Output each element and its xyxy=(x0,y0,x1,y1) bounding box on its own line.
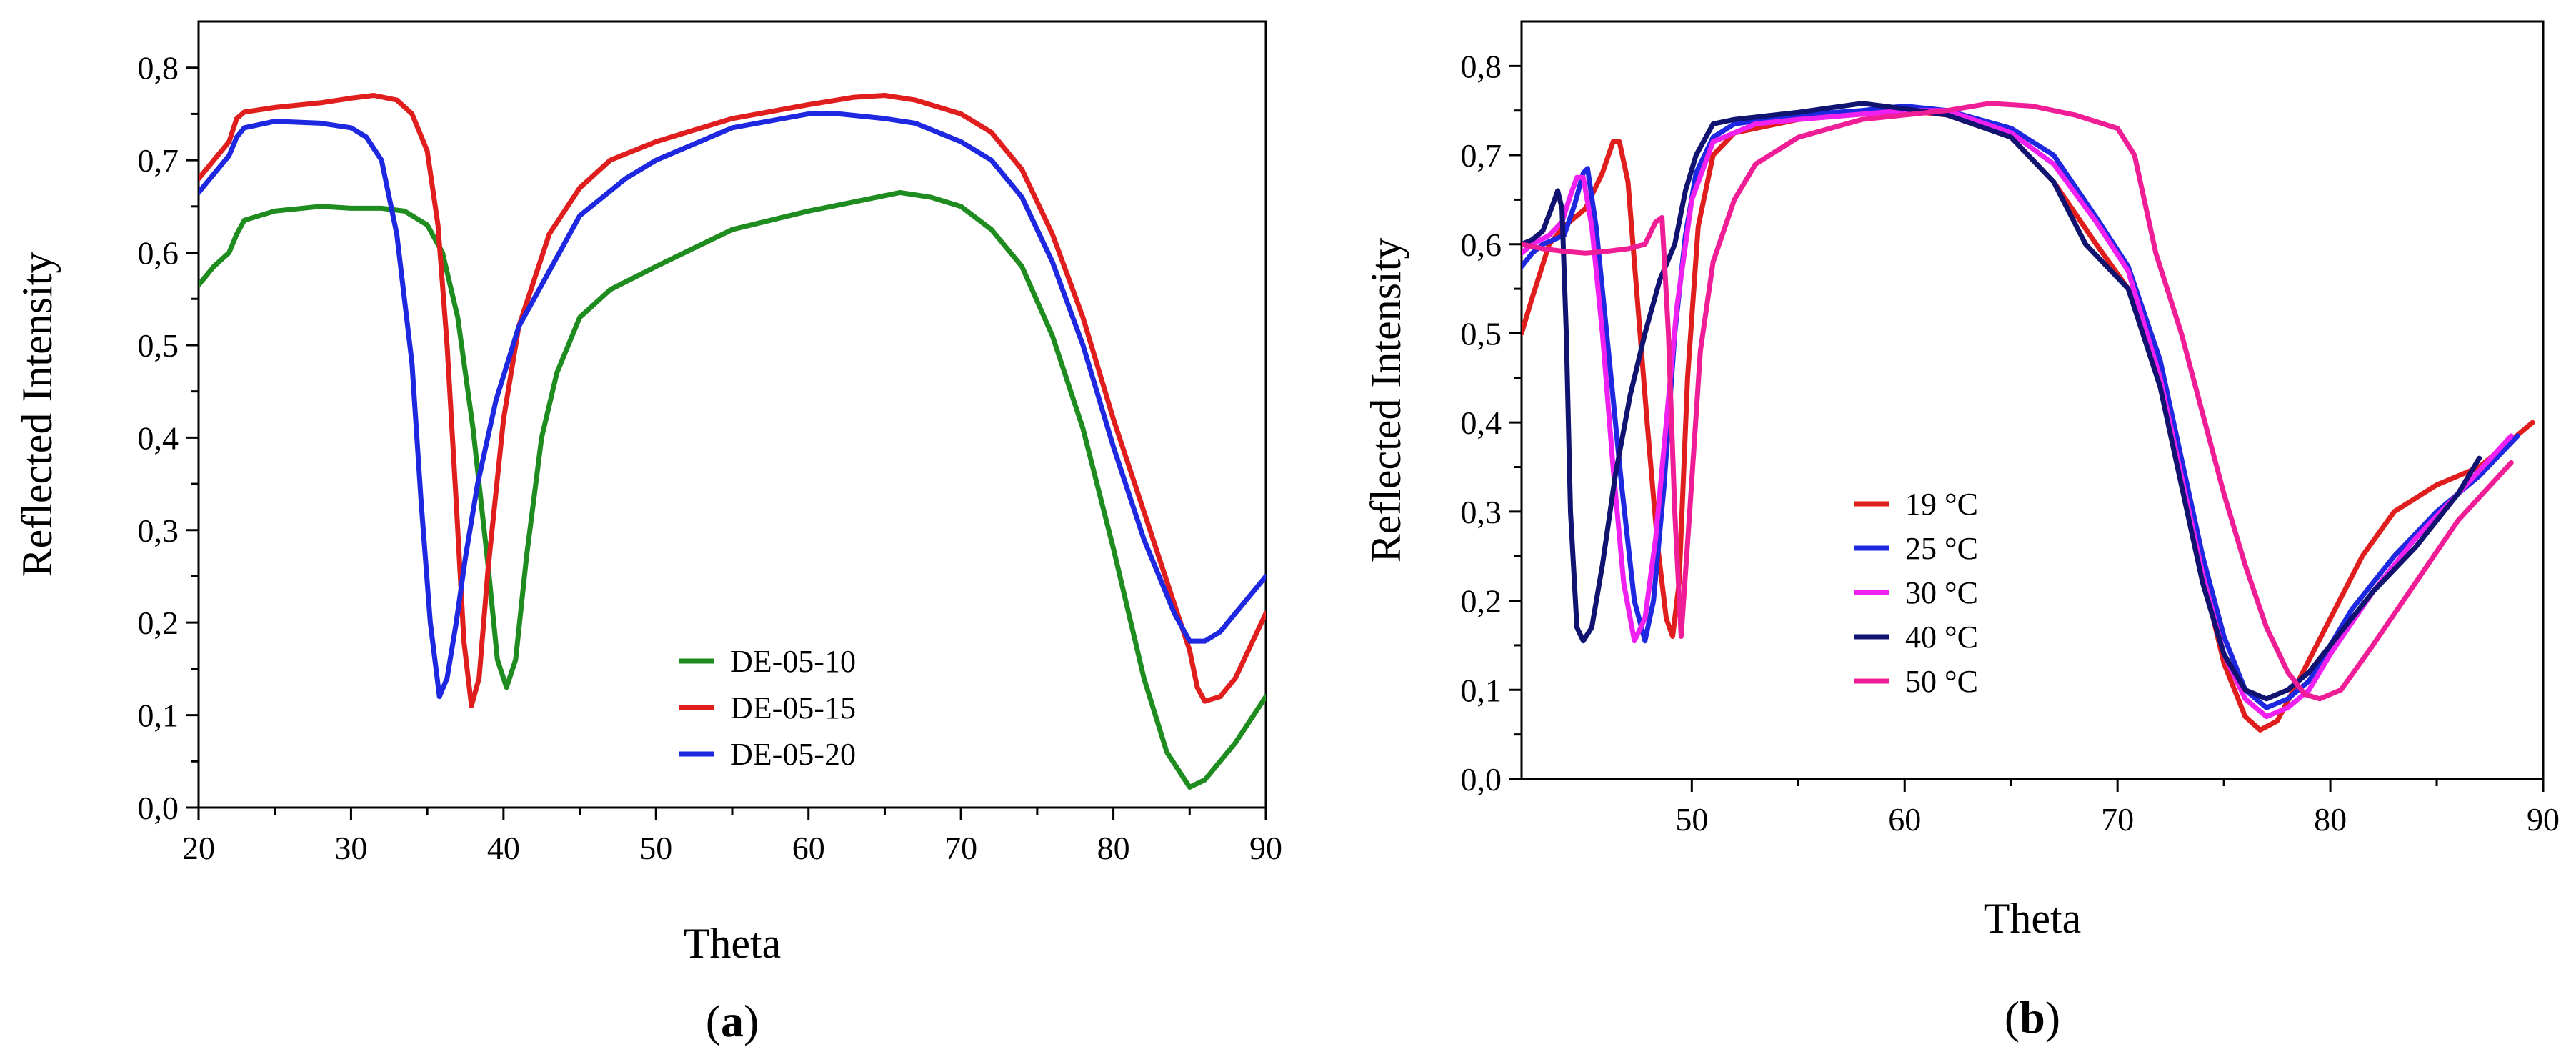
legend-label: DE-05-15 xyxy=(730,690,856,725)
series-line-3 xyxy=(1522,101,2482,702)
y-axis-title: Reflected Intensity xyxy=(1362,238,1409,563)
legend-label: 25 °C xyxy=(1905,531,1978,566)
x-tick-label: 50 xyxy=(639,830,672,866)
legend: DE-05-10 DE-05-15 DE-05-20 xyxy=(679,644,856,772)
plot-frame xyxy=(1520,20,2545,780)
legend-label: 30 °C xyxy=(1905,575,1978,610)
series-line-2 xyxy=(199,111,1266,700)
x-tick-label: 80 xyxy=(1097,830,1130,866)
x-tick-label: 70 xyxy=(944,830,977,866)
series-line-2 xyxy=(1522,108,2514,720)
y-tick-label: 0,3 xyxy=(1461,494,1502,530)
y-tick-label: 0,6 xyxy=(138,235,179,272)
y-tick-label: 0,1 xyxy=(138,698,179,734)
legend: 19 °C 25 °C 30 °C 40 °C 50 °C xyxy=(1854,487,1978,699)
legend-label: 50 °C xyxy=(1905,664,1978,699)
series-line-1 xyxy=(199,93,1266,709)
chart-panel-b: 50 60 70 80 90 0,0 0,1 0,2 0,3 0,4 0,5 0,6 0,7 0,8 The… xyxy=(1362,20,2560,1043)
y-tick-label: 0,1 xyxy=(1461,672,1502,708)
x-tick-label: 30 xyxy=(334,830,367,866)
x-tick-label: 80 xyxy=(2314,801,2347,838)
x-tick-label: 90 xyxy=(2527,801,2560,838)
legend-label: 40 °C xyxy=(1905,620,1978,655)
legend-label: DE-05-10 xyxy=(730,644,856,679)
series-line-1 xyxy=(1522,104,2520,710)
x-tick-label: 40 xyxy=(487,830,520,866)
panel-label: (b) xyxy=(2005,992,2060,1043)
x-tick-label: 60 xyxy=(1888,801,1921,838)
chart-panel-a: 20 30 40 50 60 70 80 90 0,0 0,1 0,2 0,3 0,4 0,5 0,6 0,7… xyxy=(14,20,1282,1046)
y-tick-label: 0,8 xyxy=(138,50,179,86)
legend-label: 19 °C xyxy=(1905,487,1978,522)
y-tick-label: 0,4 xyxy=(138,420,179,456)
y-tick-label: 0,8 xyxy=(1461,48,1502,84)
y-tick-label: 0,3 xyxy=(138,512,179,549)
y-axis-title: Reflected Intensity xyxy=(14,252,61,577)
y-tick-label: 0,4 xyxy=(1461,405,1502,441)
y-tick-label: 0,6 xyxy=(1461,227,1502,263)
series-line-4 xyxy=(1522,101,2514,702)
x-tick-label: 70 xyxy=(2101,801,2134,838)
panel-label: (a) xyxy=(706,996,759,1046)
y-tick-label: 0,2 xyxy=(1461,583,1502,620)
y-tick-label: 0,7 xyxy=(138,142,179,179)
x-tick-label: 50 xyxy=(1675,801,1708,838)
y-tick-label: 0,0 xyxy=(138,790,179,826)
x-tick-label: 90 xyxy=(1249,830,1282,866)
y-tick-label: 0,0 xyxy=(1461,761,1502,798)
y-tick-label: 0,2 xyxy=(138,605,179,641)
x-axis-title: Theta xyxy=(1984,895,2082,942)
legend-label: DE-05-20 xyxy=(730,737,856,772)
x-tick-label: 60 xyxy=(792,830,825,866)
x-tick-label: 20 xyxy=(182,830,215,866)
y-tick-label: 0,5 xyxy=(1461,315,1502,352)
series-line-0 xyxy=(199,189,1266,790)
y-tick-label: 0,5 xyxy=(138,327,179,364)
x-axis-title: Theta xyxy=(684,920,782,967)
y-tick-label: 0,7 xyxy=(1461,137,1502,174)
